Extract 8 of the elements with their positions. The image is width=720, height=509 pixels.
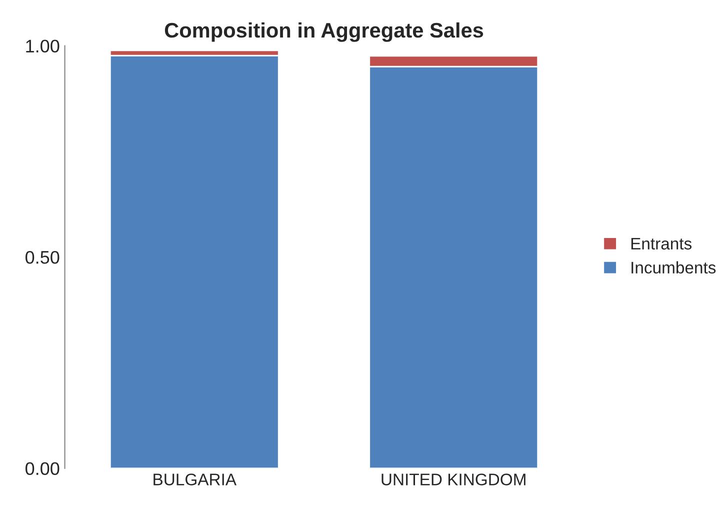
x-tick-label: UNITED KINGDOM (382, 474, 526, 486)
legend-label: Entrants (631, 238, 692, 250)
legend-label: Incumbents (632, 261, 716, 274)
y-tick-label: 1.00 (26, 40, 60, 53)
y-tick-label: 0.50 (26, 250, 60, 264)
x-tick-label: BULGARIA (154, 474, 237, 486)
chart-title: Composition in Aggregate Sales (164, 22, 484, 42)
y-tick-label: 0.00 (26, 462, 60, 475)
